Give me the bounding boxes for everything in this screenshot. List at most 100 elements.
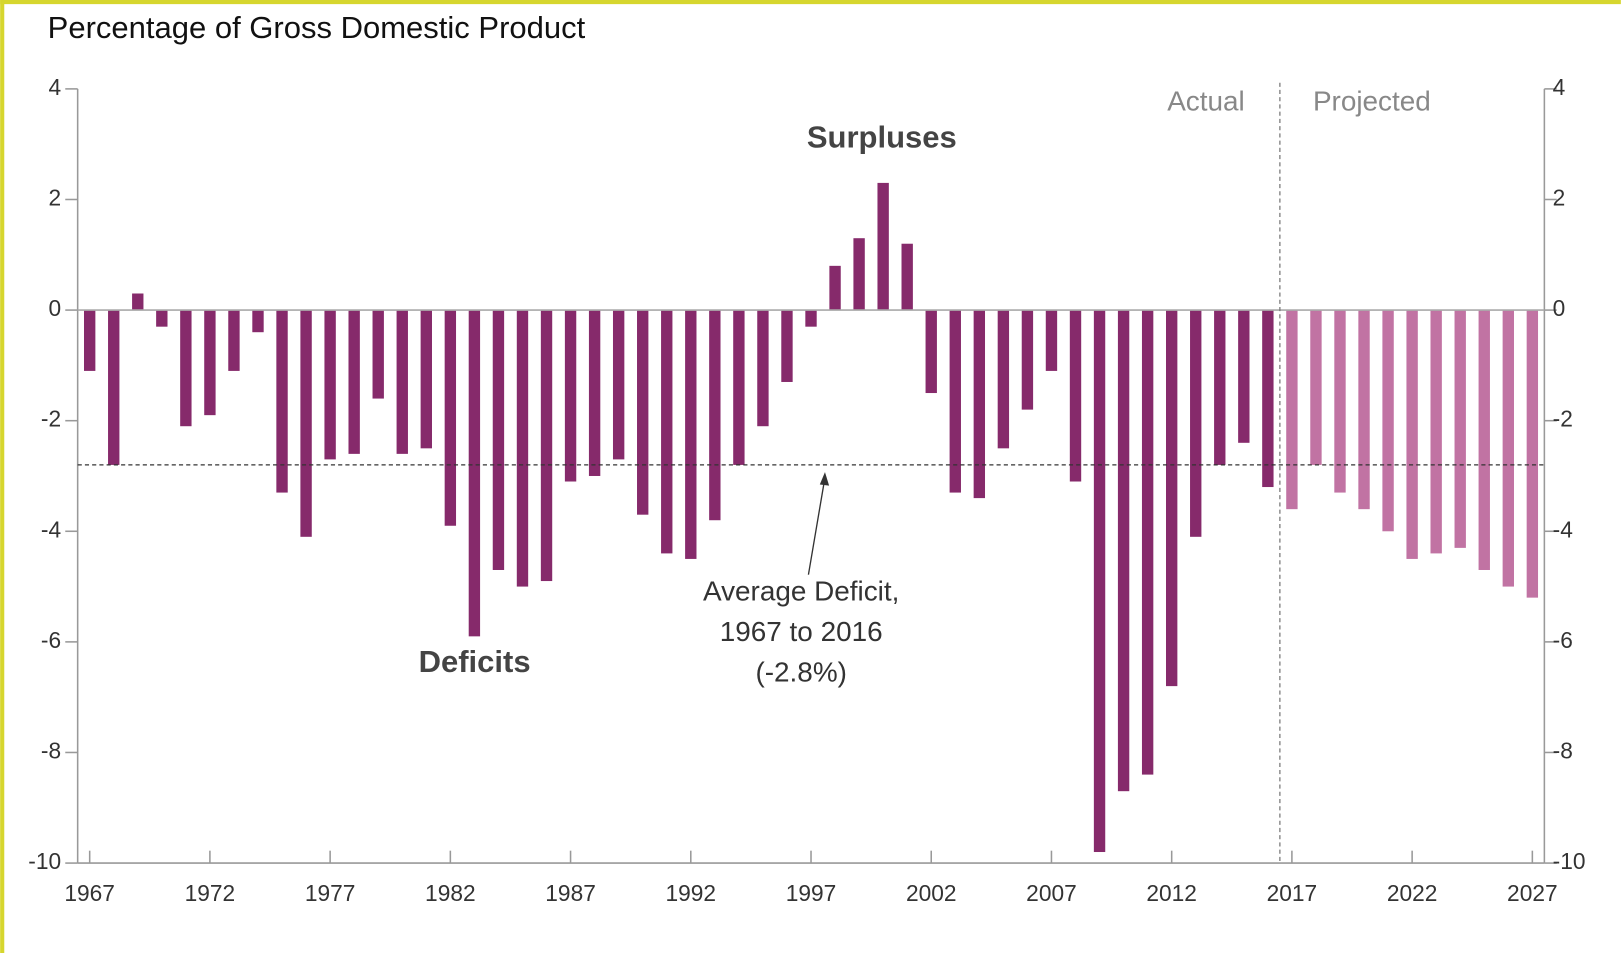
bar — [733, 310, 745, 465]
x-tick-label: 2027 — [1507, 880, 1558, 906]
bar — [805, 310, 817, 327]
annotation: Surpluses — [807, 120, 957, 155]
bar — [1141, 310, 1154, 775]
bar — [1238, 310, 1250, 443]
bar — [709, 310, 721, 521]
bar — [228, 310, 240, 371]
bar — [372, 310, 384, 399]
bar — [204, 310, 216, 416]
x-tick-label: 2007 — [1026, 880, 1077, 906]
bar — [468, 310, 481, 637]
x-tick-label: 1992 — [666, 880, 717, 906]
bar — [180, 310, 192, 427]
bar — [1430, 310, 1442, 554]
bar — [1262, 310, 1274, 488]
bar — [1093, 310, 1106, 853]
bar — [83, 310, 96, 371]
y2-tick-label: 4 — [1553, 74, 1566, 100]
bar — [132, 293, 144, 311]
x-tick-label: 1997 — [786, 880, 837, 906]
y2-tick-label: 0 — [1553, 295, 1566, 321]
bar — [925, 310, 937, 394]
y-tick-label: -8 — [41, 737, 61, 763]
x-tick-label: 1967 — [64, 880, 115, 906]
bar — [781, 310, 793, 382]
bar — [973, 310, 986, 499]
bar — [1478, 310, 1490, 570]
bar — [1117, 310, 1130, 792]
x-tick-label: 2017 — [1267, 880, 1318, 906]
chart-title: Percentage of Gross Domestic Product — [48, 10, 586, 45]
bar — [1286, 310, 1298, 510]
arrow-head — [819, 472, 830, 486]
annotation: Deficits — [419, 644, 531, 679]
bar — [612, 310, 625, 460]
bar — [685, 310, 697, 559]
bar — [1045, 310, 1058, 371]
bar — [1069, 310, 1082, 482]
y-tick-label: -6 — [41, 627, 61, 653]
average-label: 1967 to 2016 — [720, 616, 883, 647]
bar — [588, 310, 601, 476]
legend-label: Projected — [1313, 86, 1431, 117]
y2-tick-label: -4 — [1553, 516, 1573, 542]
bar — [1310, 310, 1322, 465]
arrow-shaft — [807, 477, 826, 575]
bar — [1190, 310, 1202, 537]
bar — [300, 310, 312, 537]
bar — [637, 310, 649, 515]
average-label: Average Deficit, — [703, 576, 899, 607]
x-tick-label: 1982 — [425, 880, 476, 906]
bar — [108, 310, 120, 465]
bar — [877, 182, 889, 311]
bar — [444, 310, 457, 526]
x-tick-label: 1987 — [545, 880, 596, 906]
x-tick-label: 2002 — [906, 880, 957, 906]
x-tick-label: 1972 — [185, 880, 236, 906]
y2-tick-label: -6 — [1553, 627, 1573, 653]
bar — [1334, 310, 1346, 493]
bar — [1526, 310, 1539, 598]
bar — [829, 265, 841, 311]
y-tick-label: 4 — [48, 74, 61, 100]
bar — [348, 310, 360, 454]
x-tick-label: 1977 — [305, 880, 356, 906]
bar — [516, 310, 529, 587]
bar — [757, 310, 769, 427]
bar — [324, 310, 336, 460]
x-tick-label: 2012 — [1146, 880, 1197, 906]
y2-tick-label: -2 — [1553, 406, 1573, 432]
y2-tick-label: 2 — [1553, 184, 1566, 210]
bar — [564, 310, 577, 482]
bar — [420, 310, 432, 449]
bar — [252, 310, 264, 333]
average-label: (-2.8%) — [755, 656, 846, 687]
x-tick-label: 2022 — [1387, 880, 1438, 906]
bar — [540, 310, 553, 582]
y-tick-label: 2 — [48, 184, 61, 210]
bar — [1406, 310, 1418, 559]
bar — [1021, 310, 1034, 410]
bar — [1454, 310, 1466, 548]
bar — [661, 310, 673, 554]
bar — [492, 310, 505, 570]
bar — [1214, 310, 1226, 465]
y2-tick-label: -10 — [1553, 848, 1586, 874]
bar — [1382, 310, 1394, 532]
y2-tick-label: -8 — [1553, 737, 1573, 763]
bar — [276, 310, 288, 493]
bar — [1165, 310, 1178, 687]
y-tick-label: -2 — [41, 406, 61, 432]
bar — [1358, 310, 1370, 510]
bar — [396, 310, 408, 454]
y-tick-label: 0 — [48, 295, 61, 321]
y-tick-label: -10 — [28, 848, 61, 874]
bar — [949, 310, 961, 493]
bar — [1502, 310, 1514, 587]
bar — [901, 243, 913, 311]
bar — [853, 238, 865, 311]
legend-label: Actual — [1167, 86, 1245, 117]
y-tick-label: -4 — [41, 516, 61, 542]
